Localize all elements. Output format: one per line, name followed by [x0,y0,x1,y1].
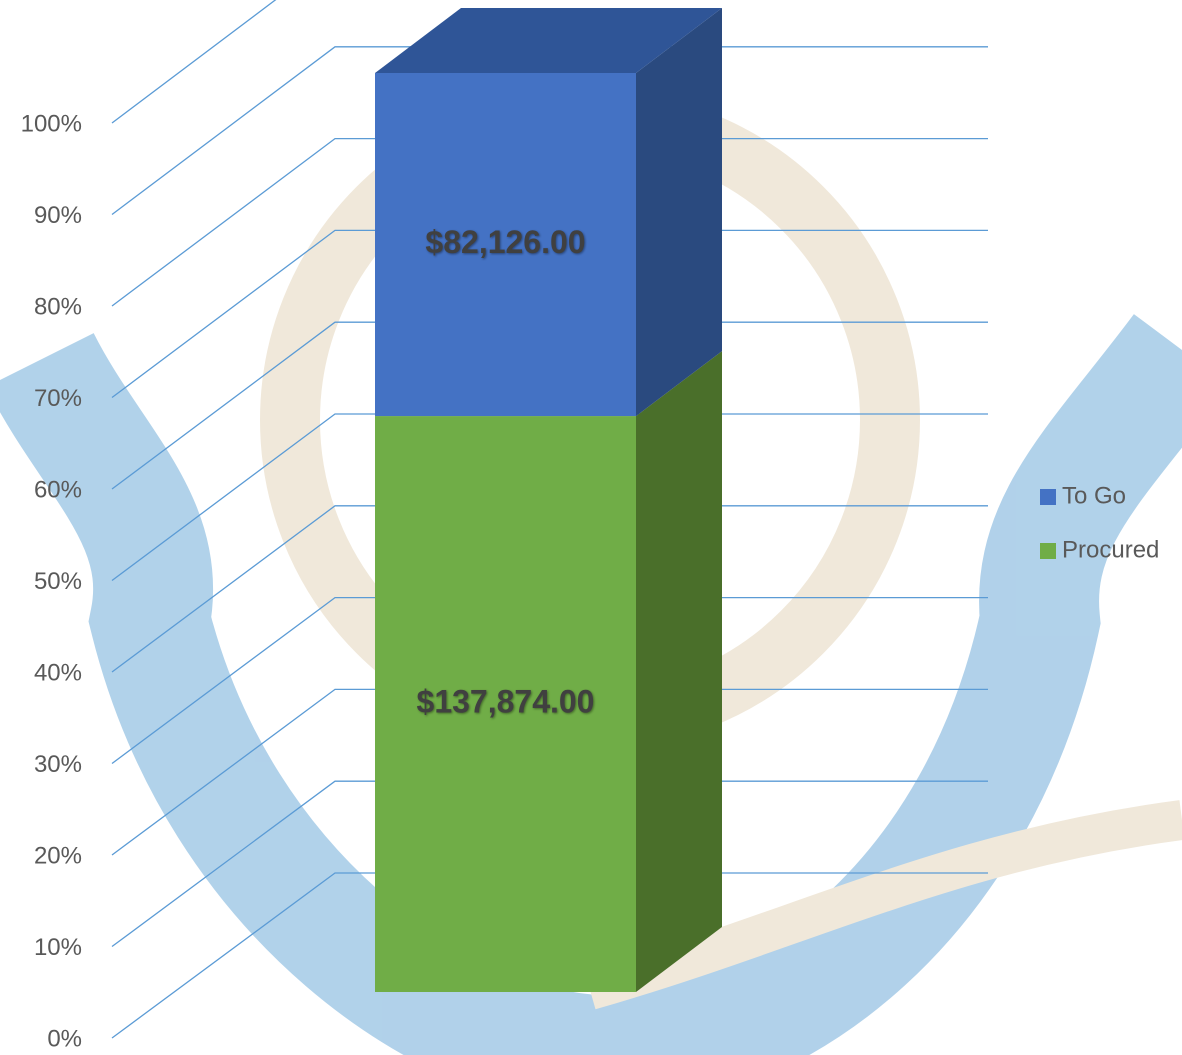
bar-side [636,8,722,416]
legend-swatch [1040,489,1056,505]
legend-swatch [1040,543,1056,559]
y-tick-label: 10% [34,934,82,961]
legend-label: Procured [1062,536,1159,563]
y-tick-label: 40% [34,659,82,686]
y-tick-label: 60% [34,476,82,503]
y-tick-label: 90% [34,202,82,229]
y-tick-label: 70% [34,385,82,412]
y-tick-label: 20% [34,842,82,869]
y-tick-label: 50% [34,568,82,595]
chart: 0% 10% 20% 30% 40% 50% 60% 70% 80% 90% 100% $137,87… [0,0,1182,1055]
data-label: $137,874.00 [417,683,595,719]
y-tick-label: 100% [21,110,82,137]
y-tick-label: 30% [34,751,82,778]
legend-label: To Go [1062,482,1126,509]
y-tick-label: 0% [47,1025,82,1052]
y-tick-label: 80% [34,293,82,320]
data-label: $82,126.00 [425,224,585,260]
bar-side [636,351,722,992]
